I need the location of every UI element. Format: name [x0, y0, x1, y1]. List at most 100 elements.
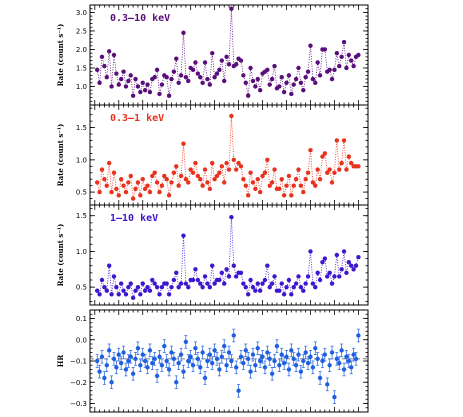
data-point [248, 369, 253, 374]
data-point [322, 256, 328, 261]
data-point [181, 141, 186, 146]
data-point [226, 167, 232, 172]
data-point [140, 281, 145, 286]
data-point [253, 84, 258, 89]
data-point [193, 267, 198, 272]
data-point [212, 176, 217, 182]
data-point [346, 358, 352, 364]
data-point [231, 263, 236, 268]
data-point [337, 167, 342, 172]
data-point [157, 189, 162, 195]
data-point [222, 78, 227, 84]
data-point [164, 75, 169, 80]
data-point [128, 73, 133, 78]
data-point [205, 281, 210, 286]
data-point [255, 176, 260, 182]
data-point [200, 284, 205, 290]
data-point [111, 170, 117, 175]
data-point [267, 183, 272, 188]
data-point [135, 284, 141, 290]
data-point [176, 80, 181, 85]
data-point [315, 60, 320, 65]
data-point [212, 348, 217, 353]
data-point [169, 180, 174, 185]
data-point [260, 173, 265, 179]
data-point [315, 356, 320, 362]
data-point [104, 183, 109, 188]
data-point [272, 167, 277, 172]
data-point [195, 173, 201, 179]
y-tick-label: 2.5 [76, 27, 87, 35]
data-point [118, 360, 124, 366]
data-point [152, 170, 157, 175]
data-point [291, 356, 296, 362]
data-point [116, 193, 121, 198]
data-point [118, 281, 124, 286]
data-point [195, 277, 201, 283]
panel-3: 0.5 1.0 1.5 Rate (count s⁻¹) 1–10 keV [56, 204, 369, 306]
data-point [245, 93, 251, 98]
data-point [344, 270, 349, 276]
data-point [152, 281, 157, 286]
data-point [99, 354, 105, 359]
data-point [195, 71, 201, 76]
data-point [272, 274, 277, 279]
y-tick-label: 1.0 [76, 156, 87, 164]
data-point [253, 363, 258, 368]
data-point [317, 277, 323, 283]
data-point [243, 183, 248, 188]
data-point [322, 151, 328, 156]
data-point [217, 67, 222, 73]
data-point [193, 346, 198, 351]
data-point [130, 196, 136, 201]
data-point [250, 78, 256, 84]
data-point [233, 167, 239, 172]
data-point [238, 354, 244, 359]
y-tick-label: 0.0 [76, 336, 87, 344]
data-point [289, 91, 294, 97]
data-point [308, 147, 313, 153]
data-point [106, 263, 112, 268]
data-point [265, 263, 270, 268]
data-point [250, 180, 256, 185]
data-point [233, 274, 239, 279]
data-point [262, 365, 268, 370]
y-tick-label: 0.5 [76, 189, 87, 197]
data-point [310, 365, 316, 370]
data-point [267, 82, 272, 87]
data-point [298, 369, 304, 374]
data-point [334, 356, 340, 362]
data-point [142, 358, 148, 364]
data-point [303, 75, 308, 80]
data-point [104, 75, 109, 80]
data-point [337, 63, 342, 69]
y-axis-label: Rate (count s⁻¹) [56, 124, 65, 187]
data-point [313, 80, 318, 85]
data-point [133, 356, 138, 362]
data-point [181, 369, 186, 374]
data-point [317, 73, 323, 78]
y-tick-label: −0.3 [70, 400, 87, 408]
data-point [128, 173, 133, 179]
data-point [145, 284, 150, 290]
y-axis-label: HR [56, 355, 65, 368]
data-point [248, 170, 253, 175]
data-point [217, 170, 222, 175]
data-point [281, 292, 287, 297]
data-point [293, 363, 299, 368]
data-point [231, 333, 236, 338]
data-point [339, 267, 344, 272]
data-point [140, 80, 145, 85]
data-point [133, 186, 138, 192]
data-point [94, 180, 100, 185]
data-point [154, 373, 160, 379]
data-point [181, 30, 186, 35]
data-point [344, 167, 349, 172]
panel-title: 0.3–1 keV [110, 113, 164, 124]
data-point [166, 193, 172, 198]
data-point [279, 176, 284, 182]
data-point [269, 180, 275, 185]
data-point [183, 281, 189, 286]
data-point [178, 73, 184, 78]
y-axis-label: Rate (count s⁻¹) [56, 24, 65, 87]
